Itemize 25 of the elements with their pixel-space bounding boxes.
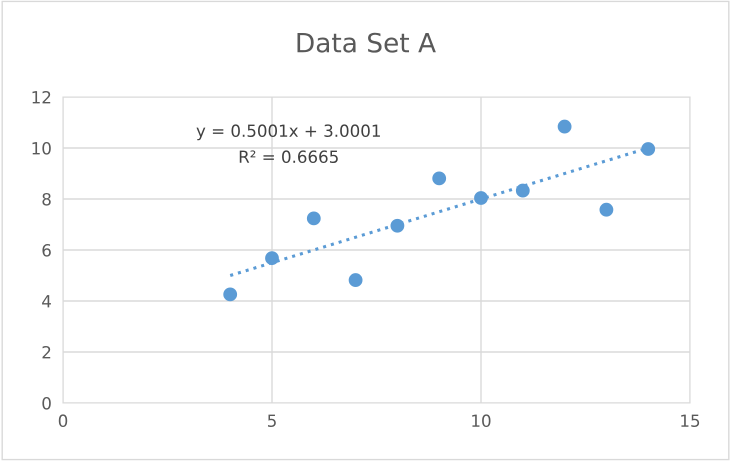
point	[265, 251, 279, 266]
y-tick-label: 10	[32, 142, 51, 155]
point	[306, 211, 321, 226]
y-tick-label: 0	[42, 396, 51, 410]
point	[558, 120, 572, 134]
y-tick-label: 8	[42, 192, 51, 206]
y-tick-label: 4	[42, 295, 51, 308]
x-tick-label: 15	[681, 414, 700, 428]
annotation: y = 0.5001x + 3.0001	[196, 124, 380, 140]
point	[223, 287, 238, 302]
y-tick-label: 6	[42, 244, 51, 257]
point	[390, 218, 404, 233]
point	[599, 202, 614, 217]
point	[641, 142, 656, 156]
point	[474, 191, 488, 205]
point	[348, 273, 363, 287]
chart-title: Data Set A	[298, 32, 436, 53]
x-tick-label: 10	[472, 414, 490, 428]
y-tick-label: 12	[32, 90, 50, 104]
x-tick-label: 5	[268, 414, 276, 428]
y-tick-label: 2	[42, 346, 50, 358]
x-tick-label: 0	[58, 414, 68, 428]
point	[516, 184, 530, 198]
point	[432, 171, 446, 186]
annotation: R² = 0.6665	[240, 150, 338, 164]
